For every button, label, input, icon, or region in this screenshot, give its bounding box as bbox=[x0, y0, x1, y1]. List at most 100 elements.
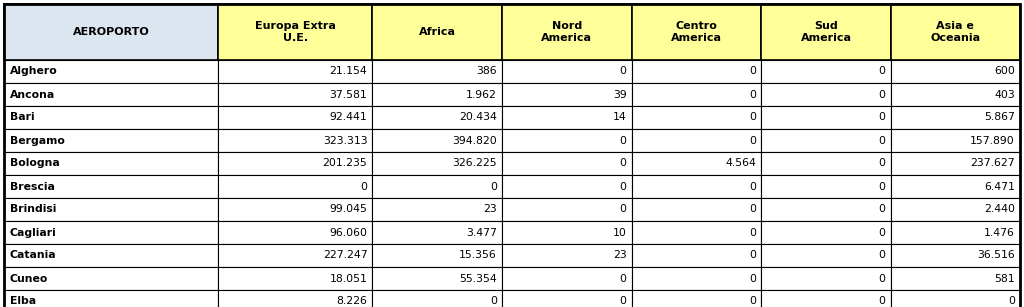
Text: 0: 0 bbox=[750, 251, 756, 261]
Text: 0: 0 bbox=[879, 90, 886, 99]
Text: 0: 0 bbox=[750, 274, 756, 283]
Text: 0: 0 bbox=[489, 181, 497, 192]
Bar bbox=[218, 106, 373, 129]
Bar bbox=[4, 60, 218, 83]
Text: 20.434: 20.434 bbox=[459, 112, 497, 122]
Bar bbox=[761, 106, 891, 129]
Bar bbox=[4, 83, 218, 106]
Bar bbox=[4, 129, 218, 152]
Bar bbox=[761, 4, 891, 60]
Text: 1.962: 1.962 bbox=[466, 90, 497, 99]
Text: 0: 0 bbox=[750, 112, 756, 122]
Bar bbox=[373, 152, 502, 175]
Bar bbox=[891, 106, 1020, 129]
Text: 581: 581 bbox=[994, 274, 1015, 283]
Bar bbox=[373, 221, 502, 244]
Bar bbox=[218, 221, 373, 244]
Text: 323.313: 323.313 bbox=[323, 135, 368, 146]
Bar bbox=[502, 175, 632, 198]
Text: 0: 0 bbox=[879, 204, 886, 215]
Text: 0: 0 bbox=[620, 135, 627, 146]
Text: Catania: Catania bbox=[10, 251, 56, 261]
Text: 23: 23 bbox=[612, 251, 627, 261]
Text: 96.060: 96.060 bbox=[330, 227, 368, 238]
Bar bbox=[373, 60, 502, 83]
Text: 600: 600 bbox=[994, 67, 1015, 76]
Text: 18.051: 18.051 bbox=[330, 274, 368, 283]
Bar bbox=[218, 175, 373, 198]
Text: 15.356: 15.356 bbox=[459, 251, 497, 261]
Text: 201.235: 201.235 bbox=[323, 158, 368, 169]
Bar bbox=[502, 83, 632, 106]
Text: 227.247: 227.247 bbox=[323, 251, 368, 261]
Bar bbox=[4, 244, 218, 267]
Bar bbox=[761, 129, 891, 152]
Text: 10: 10 bbox=[612, 227, 627, 238]
Text: 403: 403 bbox=[994, 90, 1015, 99]
Text: Brindisi: Brindisi bbox=[10, 204, 56, 215]
Bar bbox=[218, 83, 373, 106]
Text: 21.154: 21.154 bbox=[330, 67, 368, 76]
Text: 0: 0 bbox=[750, 67, 756, 76]
Text: 0: 0 bbox=[1008, 297, 1015, 306]
Bar bbox=[373, 83, 502, 106]
Bar bbox=[632, 290, 761, 307]
Bar bbox=[891, 60, 1020, 83]
Bar bbox=[891, 4, 1020, 60]
Bar bbox=[4, 290, 218, 307]
Bar bbox=[502, 198, 632, 221]
Text: 0: 0 bbox=[879, 158, 886, 169]
Bar bbox=[891, 221, 1020, 244]
Bar bbox=[891, 267, 1020, 290]
Bar bbox=[502, 152, 632, 175]
Bar bbox=[4, 175, 218, 198]
Text: 99.045: 99.045 bbox=[330, 204, 368, 215]
Text: Sud
America: Sud America bbox=[801, 21, 851, 43]
Bar bbox=[502, 290, 632, 307]
Text: 0: 0 bbox=[750, 297, 756, 306]
Text: Cuneo: Cuneo bbox=[10, 274, 48, 283]
Bar bbox=[761, 244, 891, 267]
Bar bbox=[4, 106, 218, 129]
Text: 0: 0 bbox=[620, 67, 627, 76]
Text: 0: 0 bbox=[360, 181, 368, 192]
Text: Elba: Elba bbox=[10, 297, 36, 306]
Text: 0: 0 bbox=[879, 135, 886, 146]
Text: 39: 39 bbox=[612, 90, 627, 99]
Text: 3.477: 3.477 bbox=[466, 227, 497, 238]
Text: 0: 0 bbox=[620, 204, 627, 215]
Text: 36.516: 36.516 bbox=[977, 251, 1015, 261]
Bar bbox=[632, 267, 761, 290]
Text: Alghero: Alghero bbox=[10, 67, 57, 76]
Text: 37.581: 37.581 bbox=[330, 90, 368, 99]
Bar bbox=[891, 290, 1020, 307]
Bar bbox=[4, 198, 218, 221]
Bar bbox=[4, 152, 218, 175]
Bar bbox=[632, 83, 761, 106]
Text: 0: 0 bbox=[879, 67, 886, 76]
Bar bbox=[761, 152, 891, 175]
Text: Centro
America: Centro America bbox=[671, 21, 722, 43]
Bar bbox=[761, 60, 891, 83]
Text: 0: 0 bbox=[879, 274, 886, 283]
Bar bbox=[891, 152, 1020, 175]
Text: 0: 0 bbox=[879, 297, 886, 306]
Bar bbox=[502, 267, 632, 290]
Bar bbox=[761, 175, 891, 198]
Text: 5.867: 5.867 bbox=[984, 112, 1015, 122]
Text: 326.225: 326.225 bbox=[453, 158, 497, 169]
Text: 92.441: 92.441 bbox=[330, 112, 368, 122]
Text: 0: 0 bbox=[750, 227, 756, 238]
Text: 23: 23 bbox=[483, 204, 497, 215]
Text: Cagliari: Cagliari bbox=[10, 227, 56, 238]
Bar bbox=[373, 267, 502, 290]
Text: 0: 0 bbox=[489, 297, 497, 306]
Bar bbox=[502, 106, 632, 129]
Text: 6.471: 6.471 bbox=[984, 181, 1015, 192]
Bar bbox=[373, 175, 502, 198]
Bar bbox=[761, 267, 891, 290]
Bar bbox=[4, 267, 218, 290]
Bar bbox=[373, 4, 502, 60]
Text: 0: 0 bbox=[620, 274, 627, 283]
Bar bbox=[373, 106, 502, 129]
